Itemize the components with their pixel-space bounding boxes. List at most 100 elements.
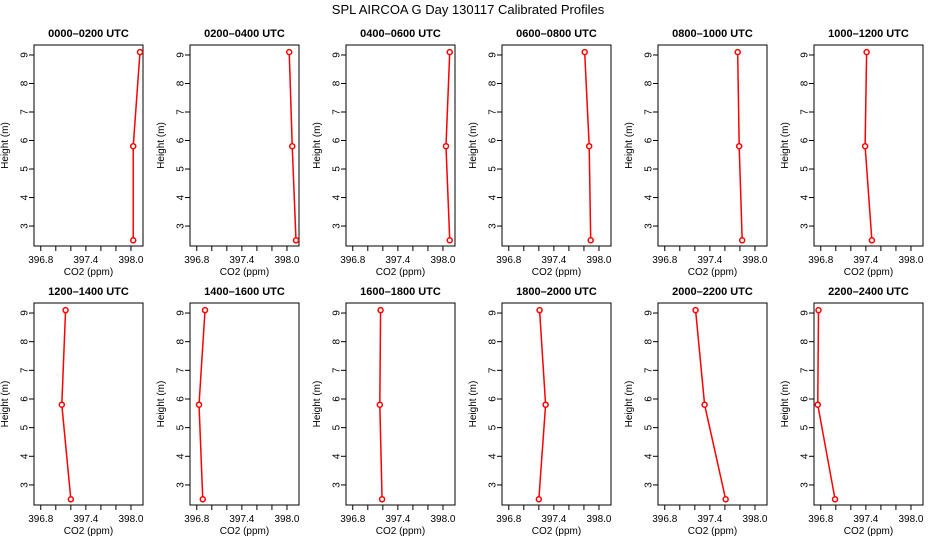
y-tick-label: 3 [176,223,187,229]
y-tick-label: 9 [644,310,655,316]
y-tick-label: 3 [644,482,655,488]
y-tick-label: 4 [800,453,811,459]
data-point [831,496,839,503]
x-tick-label: 397.4 [697,514,722,525]
x-axis-label: CO2 (ppm) [220,267,269,278]
y-tick-label: 9 [332,310,343,316]
panel-3: 0400–0600 UTC 396.8 397.4 398.0 3 4 5 6 7 8 9 CO2 (… [312,28,456,278]
plot-frame [33,44,144,247]
x-axis-label: CO2 (ppm) [376,526,425,537]
x-tick-label: 397.4 [385,255,410,266]
y-tick-label: 4 [176,194,187,200]
x-tick-label: 396.8 [652,255,677,266]
x-tick-label: 396.8 [28,514,53,525]
panel-title: 1800–2000 UTC [516,286,597,298]
x-tick-label: 398.0 [430,514,455,525]
y-tick-label: 9 [800,52,811,58]
data-point [136,48,144,56]
y-tick-label: 4 [332,194,343,200]
y-tick-label: 6 [800,396,811,402]
y-tick-label: 5 [800,166,811,172]
data-point [442,142,450,150]
panel-8: 1400–1600 UTC 396.8 397.4 398.0 3 4 5 6 7 8 9 CO2 (… [156,286,300,537]
panel-10: 1800–2000 UTC 396.8 397.4 398.0 3 4 5 6 7 8 9 CO2 (… [468,286,612,537]
y-tick-label: 9 [332,52,343,58]
x-tick-label: 398.0 [898,255,923,266]
y-tick-label: 3 [488,223,499,229]
x-tick-label: 396.8 [808,514,833,525]
y-tick-label: 5 [20,424,31,430]
panel-6: 1000–1200 UTC 396.8 397.4 398.0 3 4 5 6 7 8 9 CO2 (… [780,28,924,278]
y-tick-label: 8 [644,80,655,86]
x-tick-label: 397.4 [73,514,98,525]
y-tick-label: 8 [332,338,343,344]
x-axis-label: CO2 (ppm) [688,526,737,537]
y-tick-label: 7 [332,367,343,373]
y-tick-label: 4 [176,453,187,459]
data-point [542,401,549,408]
data-point [581,48,588,56]
y-axis-label: Height (m) [468,122,479,169]
x-axis-label: CO2 (ppm) [844,526,893,537]
x-tick-label: 396.8 [340,514,365,525]
data-point [288,142,296,150]
y-tick-label: 5 [800,424,811,430]
y-tick-label: 3 [20,482,31,488]
panel-title: 0000–0200 UTC [48,28,129,40]
data-point [814,401,822,408]
data-point [738,237,746,244]
y-tick-label: 5 [176,166,187,172]
y-tick-label: 5 [488,166,499,172]
y-tick-label: 9 [488,310,499,316]
y-tick-label: 3 [176,482,187,488]
y-tick-label: 9 [488,52,499,58]
y-tick-label: 8 [488,80,499,86]
y-axis-label: Height (m) [156,381,167,428]
plot-frame [33,302,144,506]
y-tick-label: 4 [644,453,655,459]
y-tick-label: 6 [488,396,499,402]
x-tick-label: 396.8 [652,514,677,525]
x-axis-label: CO2 (ppm) [220,526,269,537]
y-tick-label: 6 [176,137,187,143]
y-axis-label: Height (m) [468,381,479,428]
y-tick-label: 4 [644,194,655,200]
data-point [861,142,869,150]
plot-frame [501,302,612,506]
y-tick-label: 3 [800,223,811,229]
y-tick-label: 5 [176,424,187,430]
data-point [446,237,453,244]
y-tick-label: 6 [20,396,31,402]
plot-frame [813,44,924,247]
y-tick-label: 8 [176,80,187,86]
y-tick-label: 4 [488,453,499,459]
panel-12: 2200–2400 UTC 396.8 397.4 398.0 3 4 5 6 7 8 9 CO2 (… [780,286,924,537]
x-tick-label: 397.4 [541,255,566,266]
data-point [446,48,453,56]
x-tick-label: 396.8 [184,255,209,266]
y-tick-label: 9 [176,310,187,316]
y-tick-label: 4 [800,194,811,200]
y-tick-label: 4 [488,194,499,200]
y-axis-label: Height (m) [780,122,791,169]
y-tick-label: 7 [800,109,811,115]
data-point [376,401,384,408]
x-axis-label: CO2 (ppm) [844,267,893,278]
y-tick-label: 9 [800,310,811,316]
panel-title: 2000–2200 UTC [672,286,753,298]
y-tick-label: 6 [332,396,343,402]
panel-title: 0200–0400 UTC [204,28,285,40]
data-point [129,142,137,150]
panel-title: 0800–1000 UTC [672,28,753,40]
x-tick-label: 398.0 [118,255,143,266]
panel-7: 1200–1400 UTC 396.8 397.4 398.0 3 4 5 6 7 8 9 CO2 (… [0,286,144,537]
x-tick-label: 397.4 [697,255,722,266]
y-tick-label: 7 [20,109,31,115]
y-tick-label: 8 [800,80,811,86]
y-axis-label: Height (m) [312,122,323,169]
x-tick-label: 396.8 [184,514,209,525]
data-point [377,306,384,314]
data-point [692,306,699,314]
y-tick-label: 6 [488,137,499,143]
plot-frame [657,44,768,247]
